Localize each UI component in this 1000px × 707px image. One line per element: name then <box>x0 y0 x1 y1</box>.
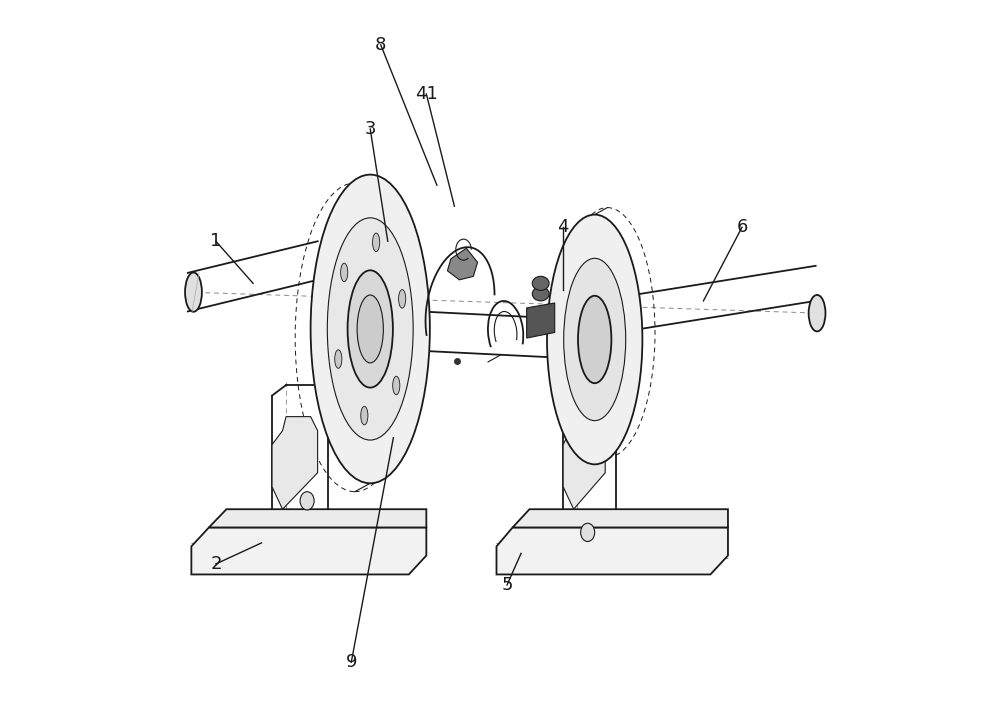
Text: 8: 8 <box>375 36 386 54</box>
Ellipse shape <box>373 233 380 252</box>
Ellipse shape <box>348 270 393 387</box>
Ellipse shape <box>185 272 202 312</box>
Ellipse shape <box>399 290 406 308</box>
Ellipse shape <box>341 263 348 281</box>
Ellipse shape <box>532 287 549 301</box>
Text: 2: 2 <box>210 555 222 573</box>
Ellipse shape <box>564 258 626 421</box>
Text: 4: 4 <box>557 218 569 236</box>
Ellipse shape <box>311 175 430 484</box>
Ellipse shape <box>361 407 368 425</box>
Ellipse shape <box>357 295 383 363</box>
Polygon shape <box>496 527 728 575</box>
Ellipse shape <box>327 218 413 440</box>
Ellipse shape <box>335 350 342 368</box>
Polygon shape <box>272 416 318 509</box>
Polygon shape <box>209 509 426 527</box>
Text: 3: 3 <box>364 120 376 138</box>
Text: 6: 6 <box>736 218 748 236</box>
Polygon shape <box>563 416 605 509</box>
Text: 1: 1 <box>210 233 222 250</box>
Text: 9: 9 <box>346 653 357 671</box>
Ellipse shape <box>578 296 611 383</box>
Ellipse shape <box>581 523 595 542</box>
Ellipse shape <box>547 215 642 464</box>
Ellipse shape <box>393 376 400 395</box>
Polygon shape <box>191 527 426 575</box>
Ellipse shape <box>532 276 549 291</box>
Polygon shape <box>447 248 478 280</box>
Ellipse shape <box>300 491 314 510</box>
Polygon shape <box>513 509 728 527</box>
Ellipse shape <box>809 295 825 332</box>
Text: 41: 41 <box>415 85 438 103</box>
Text: 5: 5 <box>501 576 513 594</box>
Polygon shape <box>527 303 555 338</box>
